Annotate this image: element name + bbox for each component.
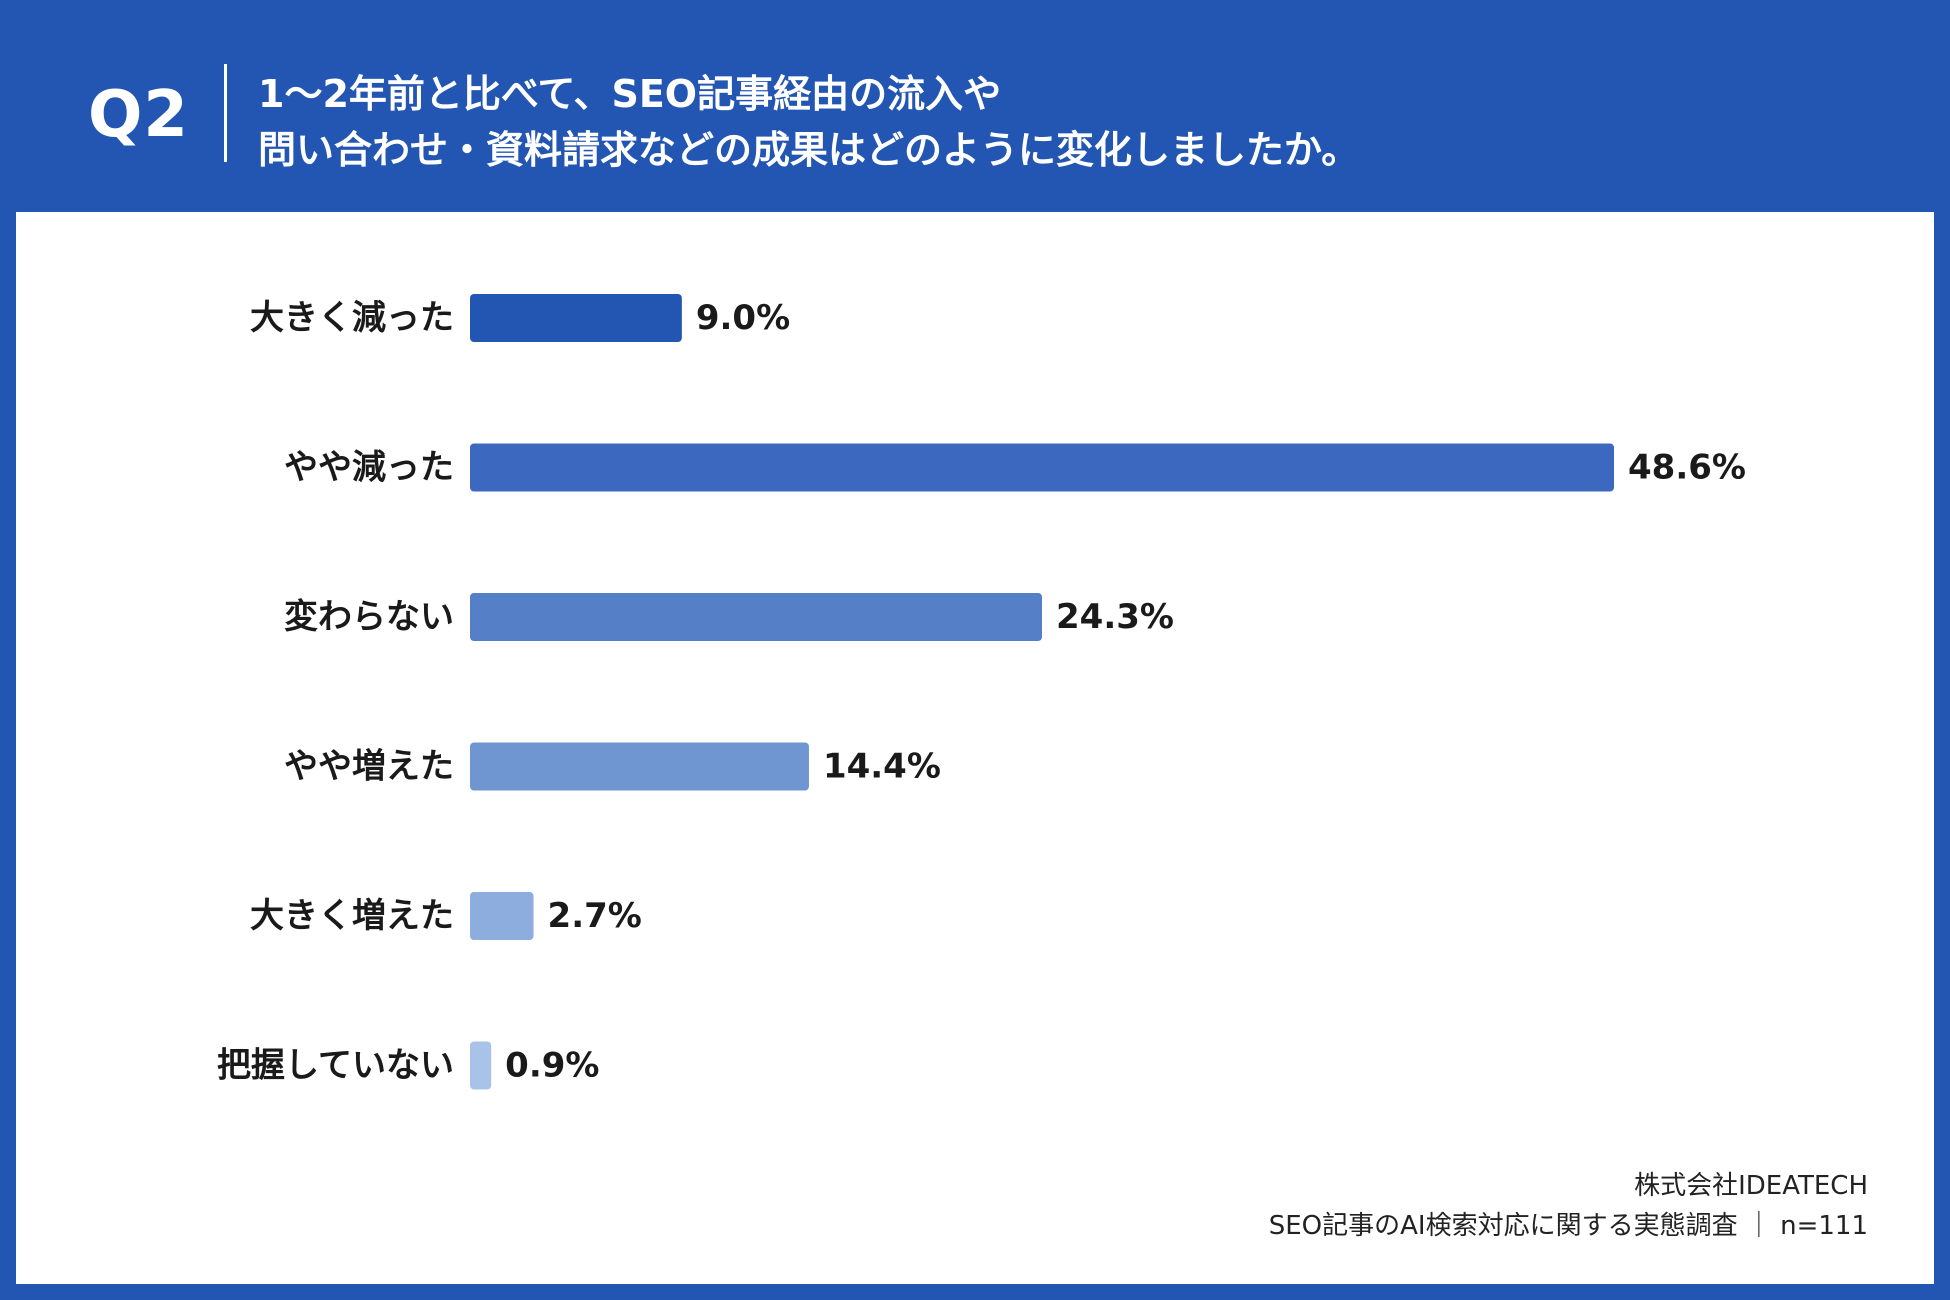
bar: [470, 294, 682, 342]
bar: [470, 593, 1042, 641]
question-title-line-2: 問い合わせ・資料請求などの成果はどのように変化しましたか。: [258, 128, 1360, 172]
source-survey: SEO記事のAI検索対応に関する実態調査 ｜ n=111: [1268, 1211, 1868, 1241]
category-label: 大きく増えた: [250, 896, 454, 936]
value-label: 9.0%: [696, 298, 790, 338]
header-divider: [224, 64, 227, 162]
category-label: やや増えた: [284, 747, 454, 787]
bar-chart: 大きく減った 9.0% やや減った 48.6% 変わらない 24.3% やや増えた 14.4%…: [217, 294, 1746, 1090]
category-label: やや減った: [284, 448, 454, 488]
bar: [470, 443, 1614, 492]
bar: [470, 892, 534, 940]
bar: [470, 742, 809, 791]
bar: [470, 1041, 492, 1090]
value-label: 24.3%: [1056, 597, 1174, 637]
value-label: 2.7%: [548, 896, 642, 936]
value-label: 14.4%: [823, 747, 941, 787]
question-title: 1～2年前と比べて、SEO記事経由の流入や 問い合わせ・資料請求などの成果はどの…: [258, 66, 1878, 178]
source-company: 株式会社IDEATECH: [1634, 1171, 1868, 1201]
category-label: 把握していない: [217, 1046, 454, 1086]
category-label: 大きく減った: [250, 298, 454, 338]
value-label: 48.6%: [1628, 448, 1746, 488]
chart-header: Q2 1～2年前と比べて、SEO記事経由の流入や 問い合わせ・資料請求などの成果…: [0, 0, 1950, 210]
value-label: 0.9%: [505, 1046, 599, 1086]
category-label: 変わらない: [284, 597, 454, 637]
source-footer: 株式会社IDEATECH SEO記事のAI検索対応に関する実態調査 ｜ n=11…: [1269, 1166, 1868, 1246]
chart-panel: 大きく減った 9.0% やや減った 48.6% 変わらない 24.3% やや増えた 14.4%…: [16, 212, 1934, 1284]
question-title-line-1: 1～2年前と比べて、SEO記事経由の流入や: [258, 72, 1002, 116]
question-number: Q2: [88, 78, 189, 152]
